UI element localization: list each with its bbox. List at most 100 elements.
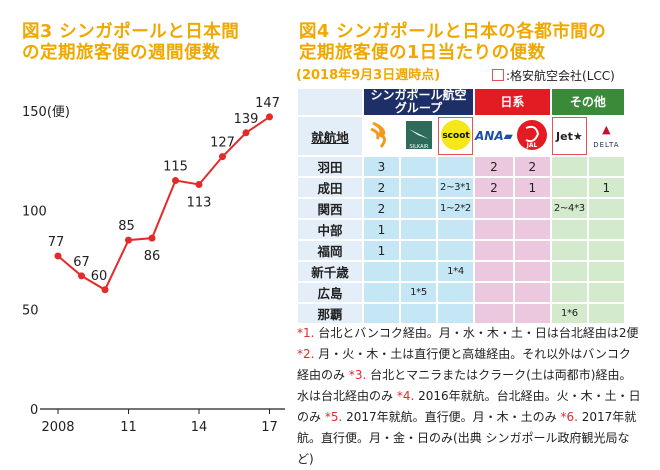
table-row: 福岡 1	[298, 241, 624, 260]
data-point	[242, 129, 250, 137]
flights-table: シンガポール航空 グループ 日系 その他 就航地 SILKAIR scoot ANA▰ JAL J…	[296, 87, 626, 325]
value-cell: 1	[364, 220, 399, 239]
note-marker: *5.	[324, 410, 343, 424]
table-row: 関西 2 1~2*2 2~4*3	[298, 199, 624, 218]
lcc-legend-label: :格安航空会社(LCC)	[506, 69, 615, 83]
table-row: 羽田 3 2 2	[298, 157, 624, 176]
value-cell	[514, 199, 550, 218]
note-text: 2017年就航。直行便。月・金・日のみ	[297, 410, 637, 445]
value-cell: 2~4*3	[551, 199, 587, 218]
note-marker: *1.	[297, 326, 315, 340]
value-cell: 3	[364, 157, 399, 176]
data-point	[78, 272, 85, 280]
value-cell	[588, 199, 624, 218]
data-point	[54, 252, 62, 260]
lcc-box-icon	[492, 69, 504, 81]
value-cell	[401, 220, 436, 239]
city-cell: 関西	[298, 199, 362, 218]
data-label: 86	[144, 249, 161, 264]
value-cell: 1*4	[438, 262, 473, 281]
value-cell	[514, 283, 550, 302]
value-cell	[401, 178, 436, 197]
fig4-title: 図4 シンガポールと日本の各都市間の 定期旅客便の1日当たりの便数	[299, 22, 606, 64]
value-cell	[401, 262, 436, 281]
note-marker: *2.	[297, 347, 315, 361]
value-cell	[588, 157, 624, 176]
table-row: 那覇 1*6	[298, 304, 624, 323]
value-cell: 1	[514, 178, 550, 197]
note-text: 2017年就航。直行便。月・木・土のみ	[342, 410, 561, 424]
x-tick-label: 17	[261, 420, 278, 435]
footnotes: *1. 台北とバンコク経由。月・水・木・土・日は台北経由は2便 *2. 月・火・木…	[297, 323, 642, 470]
value-cell: 1*5	[401, 283, 436, 302]
value-cell	[475, 241, 513, 260]
note-text: 月・火・木・土は直行便と高雄経由。それ以外はバンコク経由のみ	[297, 347, 631, 382]
value-cell: 2	[475, 157, 513, 176]
value-cell: 2~3*1	[438, 178, 473, 197]
value-cell	[475, 283, 513, 302]
y-tick-label: 50	[22, 304, 39, 319]
svg-text:SILKAIR: SILKAIR	[409, 144, 429, 150]
city-cell: 広島	[298, 283, 362, 302]
value-cell	[588, 283, 624, 302]
corner-cell	[298, 89, 362, 115]
value-cell	[588, 241, 624, 260]
value-cell	[475, 220, 513, 239]
group-header: その他	[551, 89, 624, 115]
value-cell	[588, 304, 624, 323]
value-cell: 1~2*2	[438, 199, 473, 218]
value-cell	[475, 304, 513, 323]
city-cell: 成田	[298, 178, 362, 197]
data-label: 139	[234, 112, 259, 127]
city-cell: 那覇	[298, 304, 362, 323]
airline-logo-delta-icon: ▲ DELTA	[588, 117, 624, 155]
airline-logo-singaporeairlines-icon	[364, 117, 399, 155]
table-row: 広島 1*5	[298, 283, 624, 302]
data-point	[266, 113, 273, 121]
value-cell: 1	[364, 241, 399, 260]
note-marker: *6.	[560, 410, 578, 424]
airline-logo-jet-icon: Jet★	[551, 117, 587, 155]
note-text: 台北とマニラまたはクラーク(土は両都市)経由。水は台北経由のみ	[297, 368, 632, 403]
airline-logo-scoot-icon: scoot	[438, 117, 473, 155]
data-label: 147	[255, 96, 280, 111]
x-tick-label: 2008	[41, 420, 74, 435]
value-cell	[551, 220, 587, 239]
value-cell	[401, 241, 436, 260]
data-point	[101, 286, 109, 294]
data-point	[172, 176, 179, 184]
value-cell	[438, 220, 473, 239]
title-line: の定期旅客便の週間便数	[22, 43, 220, 63]
row-header: 就航地	[298, 117, 362, 155]
value-cell	[551, 157, 587, 176]
value-cell: 1*6	[551, 304, 587, 323]
data-point	[195, 180, 203, 188]
y-tick-label: 100	[22, 204, 47, 219]
title-line: 定期旅客便の1日当たりの便数	[299, 43, 546, 63]
title-line: 図3 シンガポールと日本間	[22, 22, 240, 42]
value-cell	[401, 157, 436, 176]
data-point	[219, 153, 226, 161]
value-cell	[364, 304, 399, 323]
value-cell	[475, 262, 513, 281]
lcc-legend: :格安航空会社(LCC)	[492, 67, 615, 84]
value-cell	[514, 304, 550, 323]
value-cell	[588, 262, 624, 281]
value-cell	[438, 157, 473, 176]
value-cell	[551, 178, 587, 197]
city-cell: 中部	[298, 220, 362, 239]
x-tick-label: 14	[191, 420, 208, 435]
note-text: 台北とバンコク経由。月・水・木・土・日は台北経由は2便	[314, 326, 639, 340]
y-tick-label: 0	[30, 403, 38, 418]
data-label: 113	[187, 195, 212, 210]
title-line: 図4 シンガポールと日本の各都市間の	[299, 22, 607, 42]
airline-logo-jal-icon: JAL	[514, 117, 550, 155]
data-label: 85	[118, 219, 135, 234]
value-cell	[551, 262, 587, 281]
value-cell	[438, 304, 473, 323]
value-cell: 2	[364, 199, 399, 218]
group-header: シンガポール航空 グループ	[364, 89, 473, 115]
value-cell	[514, 220, 550, 239]
data-point	[148, 234, 156, 242]
data-point	[125, 236, 132, 244]
